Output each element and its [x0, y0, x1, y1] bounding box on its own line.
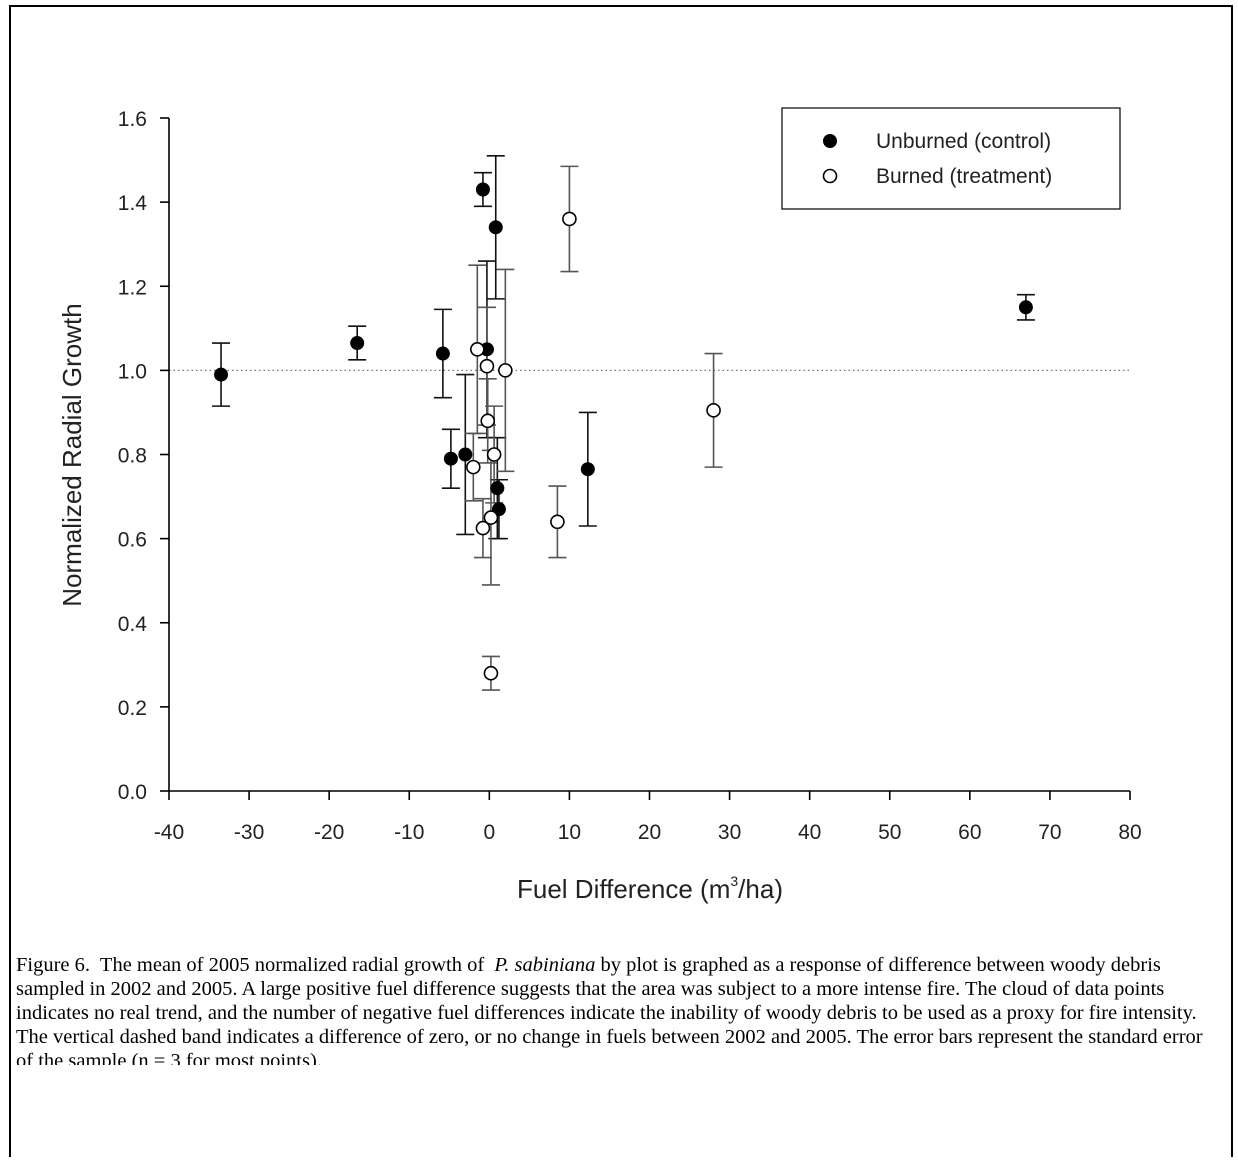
x-tick-label: -30	[234, 821, 264, 844]
y-tick-label: 0.6	[118, 529, 147, 552]
burned-point	[706, 403, 721, 418]
y-axis-title: Normalized Radial Growth	[57, 303, 87, 606]
y-tick-label: 0.0	[118, 781, 147, 804]
burned-point	[479, 358, 495, 374]
y-tick-label: 1.4	[118, 192, 148, 215]
x-tick-label: 20	[638, 821, 661, 844]
burned-point	[562, 211, 577, 227]
legend-box	[781, 107, 1121, 210]
x-tick-label: 0	[483, 821, 495, 844]
x-tick-label: 10	[558, 821, 581, 844]
caption-text-before: The mean of 2005 normalized radial growt…	[99, 954, 485, 976]
burned-point	[483, 510, 499, 525]
x-axis-title-superscript: 3	[730, 873, 738, 889]
y-tick-label: 1.6	[118, 108, 147, 131]
burned-point	[475, 520, 491, 536]
unburned-point	[1018, 300, 1033, 315]
error-bar-layer	[212, 155, 1035, 691]
x-tick-label: 50	[878, 821, 901, 844]
unburned-point	[350, 336, 365, 351]
legend-marker-unburned	[823, 134, 837, 148]
x-tick-label: 60	[958, 821, 981, 844]
burned-point	[486, 447, 502, 462]
x-tick-label: 80	[1118, 821, 1141, 844]
x-tick-label: -20	[314, 821, 344, 844]
caption-text-after: by plot is graphed as a response of diff…	[16, 954, 1203, 1065]
burned-point	[466, 459, 481, 475]
burned-point	[480, 413, 496, 429]
data-point-layer	[214, 182, 1033, 681]
y-tick-label: 0.4	[118, 613, 148, 636]
y-tick-label: 1.2	[118, 276, 147, 299]
figure-frame	[9, 5, 1233, 1157]
caption-species: P. sabiniana	[494, 954, 596, 976]
legend-label-burned: Burned (treatment)	[876, 165, 1052, 188]
unburned-point	[580, 462, 595, 477]
legend-label-unburned: Unburned (control)	[876, 130, 1051, 153]
burned-point	[498, 363, 513, 378]
y-tick-label: 0.2	[118, 697, 147, 720]
figure-caption: Figure 6. The mean of 2005 normalized ra…	[16, 953, 1221, 1065]
x-tick-label: -40	[154, 821, 184, 844]
scatter-chart: -40 -30 -20 -10 0 10 20 30 40 50 60 70 80 0.0 0.2 0.4 0.…	[57, 107, 1142, 904]
unburned-point	[475, 182, 490, 197]
axes-layer: -40 -30 -20 -10 0 10 20 30 40 50 60 70 80 0.0 0.2 0.4 0.…	[118, 108, 1142, 844]
unburned-point	[214, 367, 229, 382]
y-tick-label: 1.0	[118, 360, 147, 383]
y-tick-label: 0.8	[118, 445, 147, 468]
legend-marker-burned	[822, 168, 838, 184]
burned-point	[550, 514, 565, 530]
unburned-point	[488, 220, 503, 235]
x-axis-title-tail: /ha)	[738, 874, 783, 904]
burned-point	[470, 342, 485, 357]
x-tick-label: 30	[718, 821, 741, 844]
legend: Unburned (control) Burned (treatment)	[781, 107, 1121, 210]
x-tick-label: 40	[798, 821, 821, 844]
unburned-point	[435, 346, 450, 361]
x-axis-title-main: Fuel Difference (m	[517, 874, 730, 904]
unburned-point	[458, 447, 473, 462]
x-tick-label: -10	[394, 821, 424, 844]
x-tick-label: 70	[1038, 821, 1061, 844]
burned-point	[483, 665, 499, 681]
unburned-point	[490, 481, 505, 496]
caption-figure-label: Figure 6.	[16, 954, 91, 976]
unburned-point	[443, 451, 458, 466]
x-axis-title: Fuel Difference (m3/ha)	[517, 873, 783, 904]
